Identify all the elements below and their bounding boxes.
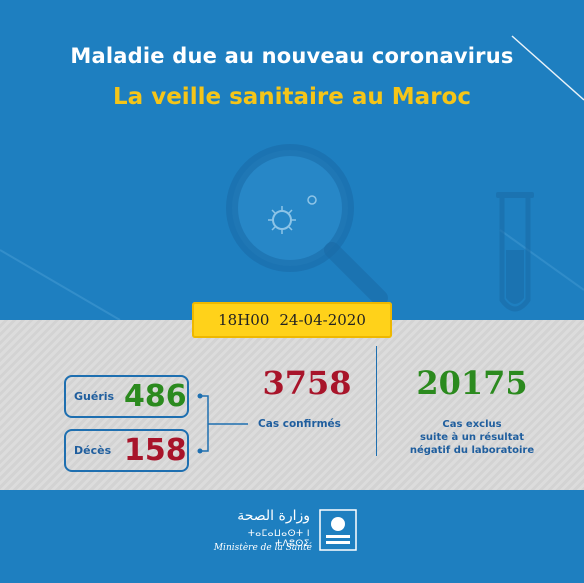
stat-deces: Décès 158 [64,429,189,472]
date-box: 18H00 24-04-2020 [192,302,392,338]
footer-tifinagh: ⵜⴰⵎⴰⵡⴰⵙⵜ ⵏ ⵜⴷⵓⵙⵉ [247,529,310,549]
stat-gueris: Guéris 486 [64,375,189,418]
stat-confirmes-value: 3758 [262,364,352,402]
stats-band [0,320,584,490]
date-value: 24-04-2020 [279,311,366,329]
stat-exclus-label-line2: suite à un résultat [419,432,524,443]
stat-exclus-label-line3: négatif du laboratoire [409,445,535,456]
stat-confirmes-label: Cas confirmés [258,418,341,430]
stat-deces-value: 158 [124,433,187,468]
stat-exclus-label-line1: Cas exclus [442,419,502,430]
stat-deces-label: Décès [74,444,112,457]
header-subtitle: La veille sanitaire au Maroc [113,84,471,110]
header-title: Maladie due au nouveau coronavirus [70,44,514,68]
bracket-connector [197,393,248,454]
footer-french: Ministère de la Santé [213,543,312,553]
stat-exclus-label: Cas exclus suite à un résultat négatif d… [392,418,552,457]
stat-exclus-value: 20175 [416,364,528,402]
stat-gueris-label: Guéris [74,390,115,403]
ministry-logo-icon [319,509,357,551]
date-time: 18H00 [218,311,270,329]
divider [376,346,377,456]
stat-gueris-value: 486 [124,379,187,414]
virus-icon [268,195,317,234]
test-tube-icon [496,192,534,312]
footer-arabic: وزارة الصحة [237,508,310,524]
magnifier-icon [226,144,388,306]
